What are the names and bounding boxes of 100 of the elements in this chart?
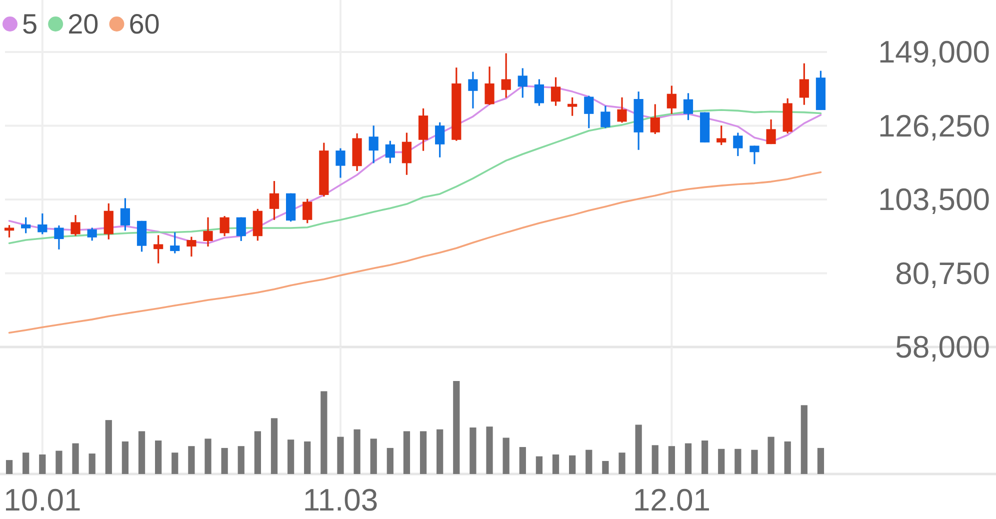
bar [155,440,162,474]
legend-label: 60 [128,8,160,40]
candlestick [385,140,395,164]
bar [436,429,444,474]
candlestick [220,215,230,237]
candlestick [170,231,180,254]
candlestick [733,132,743,157]
bar [652,445,658,474]
bar [684,443,692,474]
bar [536,456,543,474]
bar [122,441,129,474]
candlestick [799,62,809,106]
candlestick [683,92,694,121]
candlestick [550,76,561,107]
candlestick [368,124,378,164]
bar [618,452,626,474]
bar [88,454,96,474]
bar [586,450,592,474]
bar [138,431,146,474]
candlestick [568,96,578,117]
bar [453,381,460,474]
bar [403,431,410,474]
x-tick-label: 12.01 [632,482,710,518]
bar [254,431,261,474]
bar [354,429,360,474]
candlestick [203,216,213,248]
y-tick-label: 103,500 [878,182,990,217]
bar [39,454,46,474]
bar [420,431,427,474]
line-series [8,171,822,334]
bar [768,436,774,474]
legend-label: 20 [68,8,99,40]
candlestick [501,52,511,99]
candlestick [87,226,97,242]
y-tick-label: 149,000 [878,34,990,70]
candlestick [38,212,48,235]
bar [270,418,278,474]
bar [602,460,609,474]
bar [718,448,725,474]
bar [320,391,328,474]
bar [751,450,758,474]
bar [569,455,576,474]
candlestick [600,105,610,129]
bar [6,460,13,474]
candlestick [269,180,280,221]
candlestick [54,224,64,250]
candlestick [402,132,412,176]
candlestick [484,66,494,106]
candlestick [518,67,528,99]
bar [238,446,244,474]
bar [817,448,824,474]
bar [552,454,560,474]
candlestick [617,96,627,124]
candlestick [650,103,660,135]
candlestick [236,216,246,242]
bar [172,452,178,474]
bar [635,424,642,474]
candlestick [750,144,760,165]
bar [668,446,675,474]
x-tick-label: 10.01 [4,482,82,518]
bar [72,443,79,474]
bar [304,441,311,474]
candlestick [186,236,196,258]
bar [784,441,791,474]
bar [519,447,526,474]
y-tick-label: 80,750 [895,256,990,291]
bar [204,438,212,474]
bar [701,440,708,474]
candlestick [104,202,114,240]
candlestick [70,214,80,237]
bar [22,452,30,474]
candlestick [154,234,164,264]
y-tick-label: 126,250 [878,108,990,144]
bar [734,448,742,474]
bar [221,448,228,474]
candlestick [4,224,14,238]
bar [386,448,394,474]
candlestick [435,122,445,158]
candlestick [120,197,130,232]
candlestick [468,70,478,110]
legend-label: 5 [22,8,38,40]
bar [56,450,62,474]
bar [502,438,510,474]
candlestick [21,216,31,234]
bar [188,446,195,474]
bar [800,405,808,474]
x-tick-label: 11.03 [302,482,378,518]
candlestick [302,198,312,224]
candlestick [716,124,726,146]
candlestick [336,147,346,179]
bar [337,436,344,474]
candlestick [666,84,676,115]
candlestick [766,118,776,145]
bar [470,428,476,474]
candlestick [534,78,544,107]
bar [105,420,112,474]
candlestick [584,94,594,129]
y-tick-label: 58,000 [895,330,990,364]
bar [486,426,493,474]
bar [370,438,377,474]
